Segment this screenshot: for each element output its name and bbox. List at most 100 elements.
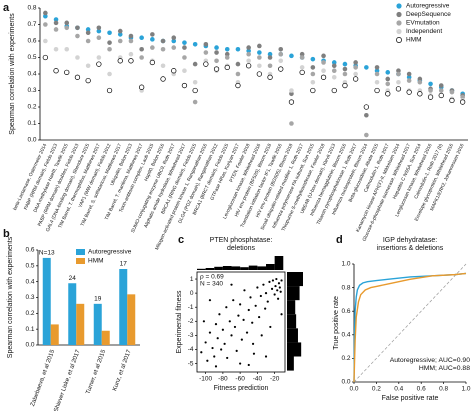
dot xyxy=(203,61,209,67)
point xyxy=(213,355,216,358)
y-tick-label: 1 xyxy=(190,276,194,283)
point xyxy=(279,290,282,293)
dot xyxy=(64,20,70,26)
histogram-bar xyxy=(214,266,223,270)
dot xyxy=(224,51,230,57)
dot xyxy=(182,45,187,50)
histogram-bar xyxy=(287,314,297,329)
legend-marker xyxy=(396,20,402,26)
point xyxy=(239,362,242,365)
dot xyxy=(299,51,305,57)
x-tick-label: Kunz, et al 2017 xyxy=(112,349,133,392)
legend-label: Autoregressive xyxy=(406,3,450,10)
dot xyxy=(331,75,337,80)
point xyxy=(278,286,281,289)
dot xyxy=(353,71,358,77)
point xyxy=(214,323,218,326)
y-tick-label: 0.8 xyxy=(27,5,36,12)
dot xyxy=(235,82,241,89)
y-tick-label: 0.5 xyxy=(25,263,34,270)
dot xyxy=(171,38,177,44)
point xyxy=(258,315,261,319)
dot xyxy=(235,71,241,77)
point xyxy=(208,299,212,302)
panel-label: d xyxy=(336,234,343,246)
dot xyxy=(289,88,294,93)
dot xyxy=(406,75,412,80)
dot xyxy=(139,35,144,40)
dot xyxy=(267,74,273,80)
dot xyxy=(192,99,198,105)
dot xyxy=(214,50,219,55)
dot xyxy=(150,32,155,37)
bar xyxy=(42,257,51,345)
legend-marker xyxy=(396,37,402,43)
point xyxy=(206,359,209,362)
chart-title: deletions xyxy=(227,245,256,252)
dot xyxy=(385,91,391,97)
dot xyxy=(43,38,48,44)
dot xyxy=(107,40,112,45)
dot xyxy=(203,50,209,55)
dot xyxy=(428,88,433,93)
dot xyxy=(138,84,145,90)
dot xyxy=(449,89,455,95)
dot xyxy=(53,46,59,52)
dot xyxy=(321,68,326,73)
dot xyxy=(85,63,91,69)
dot xyxy=(128,51,134,57)
dot xyxy=(396,79,401,85)
point xyxy=(264,292,268,295)
dot xyxy=(331,60,337,65)
point xyxy=(242,318,245,321)
dot xyxy=(278,51,284,57)
point xyxy=(235,349,238,352)
point xyxy=(202,320,206,323)
point xyxy=(218,313,221,316)
histogram-bar xyxy=(240,267,249,270)
count-label: N=13 xyxy=(39,250,55,257)
x-tick-label: Zabebaeva, et al 2015 xyxy=(30,349,56,408)
point xyxy=(264,307,267,310)
dot xyxy=(374,65,380,70)
dot xyxy=(43,13,48,19)
dot xyxy=(139,55,144,60)
histogram-bar xyxy=(287,300,296,315)
dot xyxy=(117,28,123,34)
dot xyxy=(267,63,273,69)
legend-label: DeepSequence xyxy=(406,11,451,18)
dot xyxy=(385,76,391,82)
y-tick-label: 0.7 xyxy=(27,21,36,28)
dot xyxy=(257,55,262,60)
histogram-bar xyxy=(287,342,302,357)
legend-label: Autoregressive; AUC=0.90 xyxy=(390,357,471,364)
dot xyxy=(374,79,380,85)
y-tick-label: -2 xyxy=(188,318,194,325)
y-tick-label: -4 xyxy=(188,346,194,353)
dot xyxy=(331,87,337,94)
dot xyxy=(43,10,48,16)
y-tick-label: 0 xyxy=(190,290,194,297)
dot xyxy=(385,70,391,75)
dot xyxy=(171,68,177,74)
y-tick-label: 0.0 xyxy=(27,137,36,144)
dot xyxy=(53,27,59,32)
bar xyxy=(76,303,85,345)
point xyxy=(256,286,259,289)
dot xyxy=(42,54,48,61)
panel-label: c xyxy=(178,234,184,246)
dot xyxy=(224,46,230,52)
dot xyxy=(460,99,466,105)
legend-marker xyxy=(396,28,402,35)
dot xyxy=(267,51,273,57)
dot xyxy=(310,65,316,70)
x-tick-label: 0.2 xyxy=(372,386,381,393)
dot xyxy=(331,63,337,69)
dot xyxy=(53,68,59,74)
dot xyxy=(117,38,123,44)
y-tick-label: -1 xyxy=(188,304,194,311)
dot xyxy=(128,58,134,64)
dot xyxy=(256,71,263,77)
dot xyxy=(289,91,294,97)
dot xyxy=(149,59,156,66)
